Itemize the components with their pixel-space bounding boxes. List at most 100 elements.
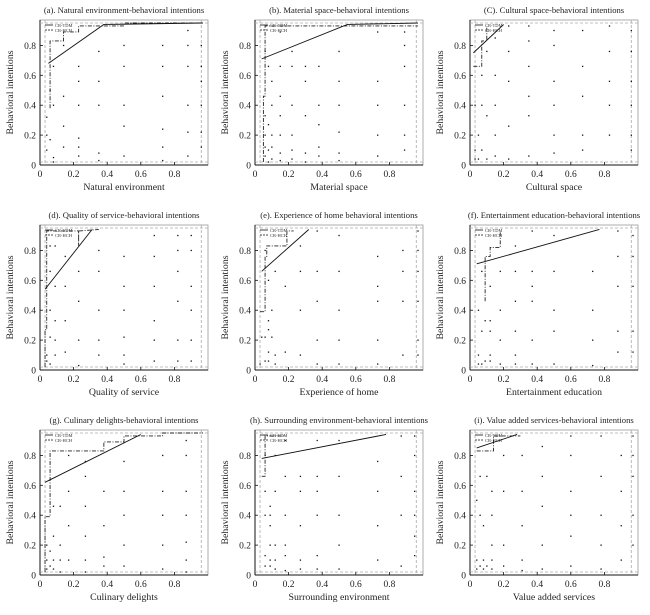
data-point — [59, 559, 61, 561]
y-tick-label: 0 — [31, 162, 36, 172]
data-point — [491, 544, 493, 546]
data-point — [187, 29, 189, 32]
chart-panel-f: (f). Entertainment education-behavioral … — [435, 210, 641, 398]
data-point — [78, 339, 80, 341]
data-point — [103, 490, 105, 492]
data-point — [299, 559, 302, 561]
data-point — [414, 454, 416, 457]
x-tick-label: 0.4 — [101, 580, 113, 590]
x-tick-label: 0.2 — [68, 170, 80, 180]
data-point — [271, 158, 273, 160]
data-point — [304, 161, 307, 163]
y-axis-label: Behavioral intentions — [435, 255, 446, 339]
data-point — [162, 95, 164, 97]
data-point — [486, 158, 488, 160]
data-point — [474, 104, 476, 106]
y-tick-label: 0.4 — [454, 102, 466, 112]
data-point — [476, 499, 478, 501]
legend-label-cr-tdm: CR-TDM — [485, 23, 503, 28]
data-point — [553, 309, 555, 311]
chart-panel-c: (C). Cultural space-behavioral intention… — [435, 5, 639, 193]
data-point — [279, 159, 281, 162]
y-tick-label: 0.4 — [24, 102, 36, 112]
data-point — [103, 565, 105, 567]
data-point — [553, 44, 555, 47]
data-point — [98, 339, 100, 341]
y-tick-label: 0.4 — [454, 307, 466, 317]
data-point — [489, 330, 491, 332]
data-point — [338, 152, 340, 154]
data-point — [531, 300, 533, 302]
data-point — [162, 65, 164, 68]
data-point — [185, 514, 187, 516]
data-point — [78, 364, 80, 367]
data-point — [46, 149, 48, 151]
data-point — [338, 475, 340, 478]
data-point — [377, 363, 379, 365]
data-point — [291, 104, 293, 106]
data-point — [123, 565, 125, 567]
y-tick-label: 0.4 — [454, 512, 466, 522]
data-point — [284, 554, 286, 557]
data-point — [608, 50, 611, 53]
y-tick-label: 0 — [246, 162, 251, 172]
data-point — [271, 336, 273, 338]
y-tick-label: 0.4 — [239, 102, 251, 112]
y-axis-label: Behavioral intentions — [220, 50, 231, 134]
data-point — [274, 568, 276, 570]
legend-label-cr-tdm: CR-TDM — [485, 228, 503, 233]
y-tick-label: 0.4 — [24, 512, 36, 522]
data-point — [528, 95, 530, 97]
x-tick-label: 0 — [468, 375, 473, 385]
data-point — [274, 490, 276, 492]
data-point — [476, 568, 478, 570]
data-point — [185, 571, 187, 573]
data-point — [59, 505, 61, 507]
data-point — [600, 514, 602, 516]
data-point — [403, 31, 406, 33]
data-point — [162, 146, 164, 148]
data-point — [177, 360, 179, 362]
data-point — [177, 270, 179, 273]
data-point — [514, 270, 517, 273]
x-tick-label: 0.6 — [350, 375, 362, 385]
data-point — [489, 320, 491, 322]
data-point — [600, 475, 602, 478]
data-point — [482, 568, 485, 570]
data-point — [553, 152, 555, 154]
y-tick-label: 0 — [246, 367, 251, 377]
data-point — [528, 25, 530, 27]
x-tick-label: 0.8 — [383, 170, 395, 180]
data-point — [304, 65, 307, 68]
data-point — [123, 514, 125, 516]
data-point — [274, 354, 276, 356]
data-point — [608, 104, 611, 106]
x-tick-label: 0.2 — [283, 580, 295, 590]
data-point — [123, 544, 125, 546]
data-point — [264, 115, 266, 117]
data-point — [98, 80, 100, 82]
legend-label-cr-tdm: CR-TDM — [270, 228, 288, 233]
chart-panel-e: (e). Experience of home behavioral inten… — [220, 210, 424, 398]
data-point — [274, 363, 276, 365]
y-tick-label: 0.8 — [24, 42, 36, 52]
data-point — [477, 354, 480, 356]
data-point — [162, 454, 164, 457]
data-point — [508, 158, 510, 160]
data-point — [632, 285, 634, 287]
x-tick-label: 0.6 — [135, 580, 147, 590]
data-point — [414, 490, 416, 492]
data-point — [284, 351, 286, 353]
data-point — [338, 514, 340, 516]
data-point — [52, 65, 55, 68]
data-point — [617, 351, 619, 353]
data-point — [78, 80, 80, 82]
data-point — [261, 336, 263, 338]
data-point — [514, 363, 517, 365]
x-tick-label: 0.8 — [168, 580, 180, 590]
data-point — [62, 95, 65, 97]
data-point — [479, 565, 481, 567]
